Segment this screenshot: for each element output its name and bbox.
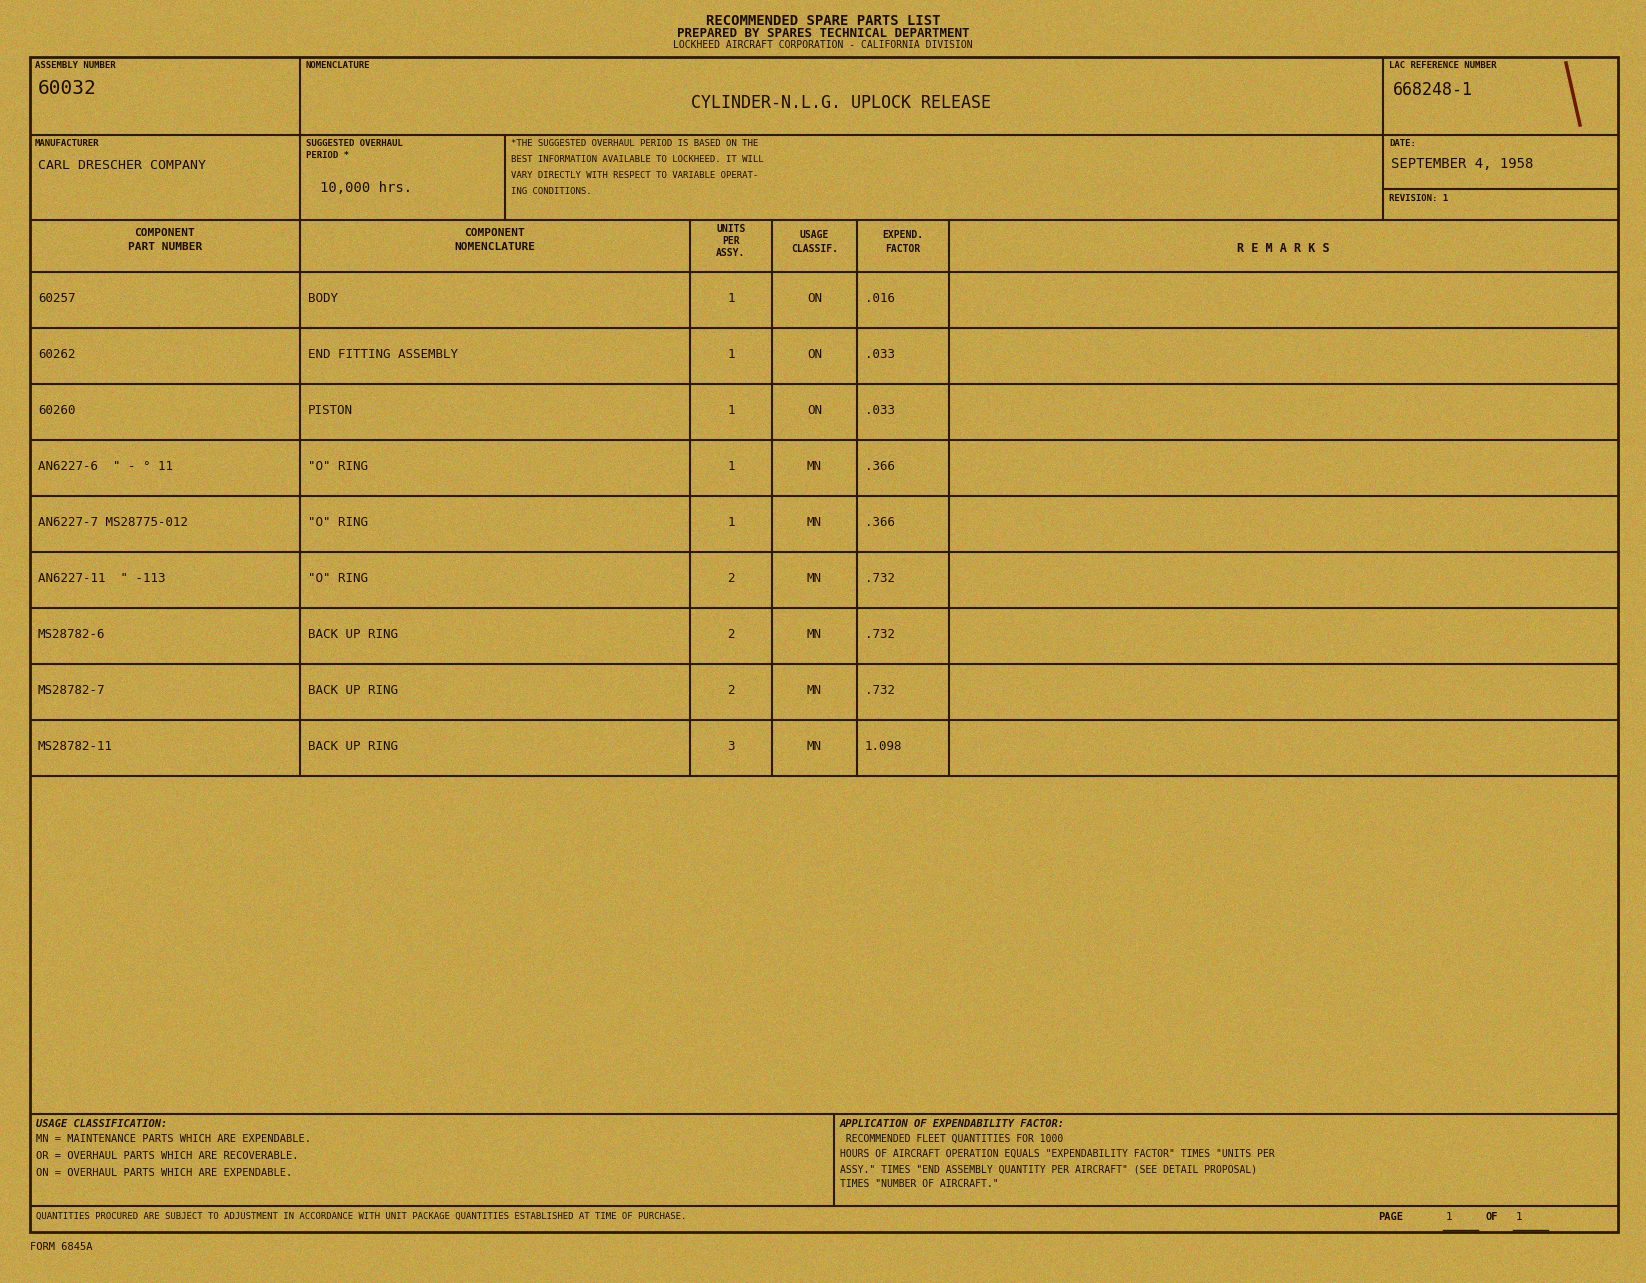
Text: "O" RING: "O" RING [308,572,369,585]
Text: AN6227-7 MS28775-012: AN6227-7 MS28775-012 [38,516,188,529]
Text: PAGE: PAGE [1378,1212,1402,1221]
Text: PISTON: PISTON [308,404,352,417]
Text: NOMENCLATURE: NOMENCLATURE [306,62,370,71]
Text: LAC REFERENCE NUMBER: LAC REFERENCE NUMBER [1389,62,1496,71]
Text: MN: MN [807,627,821,642]
Text: 1: 1 [1516,1212,1523,1221]
Text: .016: .016 [866,293,895,305]
Text: BACK UP RING: BACK UP RING [308,740,398,753]
Text: PREPARED BY SPARES TECHNICAL DEPARTMENT: PREPARED BY SPARES TECHNICAL DEPARTMENT [677,27,969,40]
Text: 1: 1 [728,348,734,361]
Text: *THE SUGGESTED OVERHAUL PERIOD IS BASED ON THE: *THE SUGGESTED OVERHAUL PERIOD IS BASED … [510,139,759,148]
Text: RECOMMENDED FLEET QUANTITIES FOR 1000: RECOMMENDED FLEET QUANTITIES FOR 1000 [839,1134,1063,1144]
Text: 3: 3 [728,740,734,753]
Text: ASSY.: ASSY. [716,248,746,258]
Text: MN: MN [807,572,821,585]
Text: .033: .033 [866,348,895,361]
Text: 1: 1 [728,516,734,529]
Text: REVISION: 1: REVISION: 1 [1389,194,1448,203]
Text: DATE:: DATE: [1389,139,1416,148]
Text: PART NUMBER: PART NUMBER [128,242,202,251]
Text: FORM 6845A: FORM 6845A [30,1242,92,1252]
Text: .732: .732 [866,572,895,585]
Text: BACK UP RING: BACK UP RING [308,627,398,642]
Text: 10,000 hrs.: 10,000 hrs. [319,181,412,195]
Text: ASSEMBLY NUMBER: ASSEMBLY NUMBER [35,62,115,71]
Text: NOMENCLATURE: NOMENCLATURE [454,242,535,251]
Text: RECOMMENDED SPARE PARTS LIST: RECOMMENDED SPARE PARTS LIST [706,14,940,28]
Text: 1: 1 [1445,1212,1453,1221]
Text: .732: .732 [866,684,895,697]
Text: 60257: 60257 [38,293,76,305]
Text: LOCKHEED AIRCRAFT CORPORATION - CALIFORNIA DIVISION: LOCKHEED AIRCRAFT CORPORATION - CALIFORN… [673,40,973,50]
Text: APPLICATION OF EXPENDABILITY FACTOR:: APPLICATION OF EXPENDABILITY FACTOR: [839,1119,1065,1129]
Text: 60262: 60262 [38,348,76,361]
Text: ON = OVERHAUL PARTS WHICH ARE EXPENDABLE.: ON = OVERHAUL PARTS WHICH ARE EXPENDABLE… [36,1168,293,1178]
Text: QUANTITIES PROCURED ARE SUBJECT TO ADJUSTMENT IN ACCORDANCE WITH UNIT PACKAGE QU: QUANTITIES PROCURED ARE SUBJECT TO ADJUS… [36,1212,686,1221]
Text: BACK UP RING: BACK UP RING [308,684,398,697]
Text: OR = OVERHAUL PARTS WHICH ARE RECOVERABLE.: OR = OVERHAUL PARTS WHICH ARE RECOVERABL… [36,1151,298,1161]
Text: MN: MN [807,516,821,529]
Text: 2: 2 [728,627,734,642]
Text: MN: MN [807,461,821,473]
Text: PERIOD *: PERIOD * [306,151,349,160]
Text: HOURS OF AIRCRAFT OPERATION EQUALS "EXPENDABILITY FACTOR" TIMES "UNITS PER: HOURS OF AIRCRAFT OPERATION EQUALS "EXPE… [839,1150,1274,1159]
Text: UNITS: UNITS [716,225,746,234]
Text: AN6227-6  " - ° 11: AN6227-6 " - ° 11 [38,461,173,473]
Text: ON: ON [807,404,821,417]
Text: ING CONDITIONS.: ING CONDITIONS. [510,187,591,196]
Text: MS28782-7: MS28782-7 [38,684,105,697]
Text: 60260: 60260 [38,404,76,417]
Text: EXPEND.: EXPEND. [882,230,923,240]
Text: "O" RING: "O" RING [308,461,369,473]
Text: PER: PER [723,236,739,246]
Text: MS28782-6: MS28782-6 [38,627,105,642]
Text: .366: .366 [866,516,895,529]
Text: .732: .732 [866,627,895,642]
Text: TIMES "NUMBER OF AIRCRAFT.": TIMES "NUMBER OF AIRCRAFT." [839,1179,999,1189]
Text: 1: 1 [728,461,734,473]
Text: FACTOR: FACTOR [886,244,920,254]
Text: END FITTING ASSEMBLY: END FITTING ASSEMBLY [308,348,458,361]
Text: 668248-1: 668248-1 [1393,81,1473,99]
Text: VARY DIRECTLY WITH RESPECT TO VARIABLE OPERAT-: VARY DIRECTLY WITH RESPECT TO VARIABLE O… [510,171,759,180]
Text: MN = MAINTENANCE PARTS WHICH ARE EXPENDABLE.: MN = MAINTENANCE PARTS WHICH ARE EXPENDA… [36,1134,311,1144]
Text: OF: OF [1486,1212,1498,1221]
Text: CLASSIF.: CLASSIF. [792,244,838,254]
Text: CYLINDER-N.L.G. UPLOCK RELEASE: CYLINDER-N.L.G. UPLOCK RELEASE [691,94,991,112]
Text: 2: 2 [728,572,734,585]
Text: R E M A R K S: R E M A R K S [1238,242,1330,255]
Text: AN6227-11  " -113: AN6227-11 " -113 [38,572,166,585]
Text: SEPTEMBER 4, 1958: SEPTEMBER 4, 1958 [1391,157,1534,171]
Text: SUGGESTED OVERHAUL: SUGGESTED OVERHAUL [306,139,403,148]
Text: COMPONENT: COMPONENT [464,228,525,239]
Text: BODY: BODY [308,293,337,305]
Text: COMPONENT: COMPONENT [135,228,196,239]
Text: "O" RING: "O" RING [308,516,369,529]
Text: BEST INFORMATION AVAILABLE TO LOCKHEED. IT WILL: BEST INFORMATION AVAILABLE TO LOCKHEED. … [510,155,764,164]
Text: ON: ON [807,293,821,305]
Text: .366: .366 [866,461,895,473]
Text: ON: ON [807,348,821,361]
Text: 60032: 60032 [38,80,97,98]
Text: USAGE: USAGE [800,230,830,240]
Text: 2: 2 [728,684,734,697]
Text: 1: 1 [728,293,734,305]
Text: ASSY." TIMES "END ASSEMBLY QUANTITY PER AIRCRAFT" (SEE DETAIL PROPOSAL): ASSY." TIMES "END ASSEMBLY QUANTITY PER … [839,1164,1258,1174]
Text: 1.098: 1.098 [866,740,902,753]
Text: 1: 1 [728,404,734,417]
Text: MN: MN [807,740,821,753]
Text: .033: .033 [866,404,895,417]
Text: USAGE CLASSIFICATION:: USAGE CLASSIFICATION: [36,1119,168,1129]
Text: MN: MN [807,684,821,697]
Text: MS28782-11: MS28782-11 [38,740,114,753]
Text: CARL DRESCHER COMPANY: CARL DRESCHER COMPANY [38,159,206,172]
Text: MANUFACTURER: MANUFACTURER [35,139,99,148]
